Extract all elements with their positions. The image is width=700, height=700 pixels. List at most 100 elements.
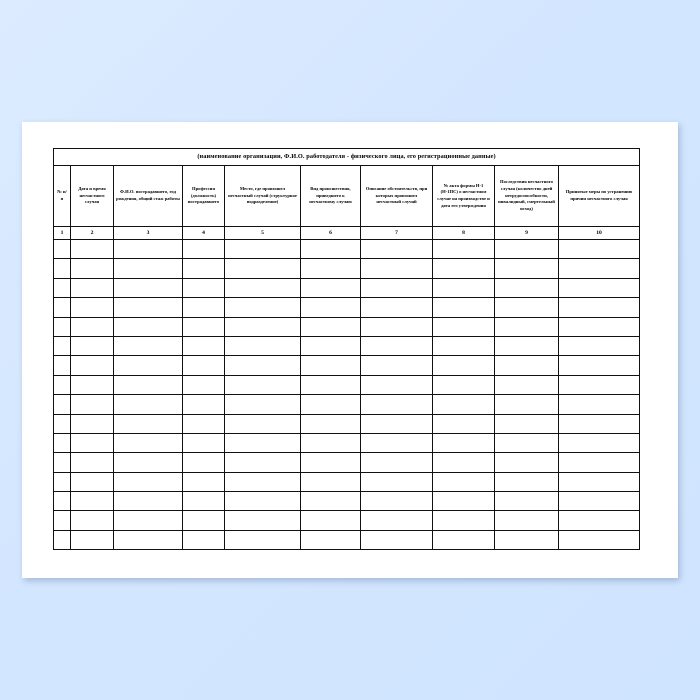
table-row[interactable] bbox=[53, 355, 641, 376]
table-cell[interactable] bbox=[182, 355, 225, 376]
table-cell[interactable] bbox=[224, 374, 301, 396]
table-cell[interactable] bbox=[494, 491, 559, 512]
table-cell[interactable] bbox=[182, 413, 225, 434]
table-cell[interactable] bbox=[182, 432, 225, 454]
table-cell[interactable] bbox=[113, 258, 183, 279]
table-cell[interactable] bbox=[53, 297, 71, 318]
table-cell[interactable] bbox=[360, 510, 433, 531]
table-cell[interactable] bbox=[432, 297, 495, 318]
table-row[interactable] bbox=[53, 413, 641, 434]
table-cell[interactable] bbox=[182, 491, 225, 512]
table-cell[interactable] bbox=[70, 355, 114, 376]
table-cell[interactable] bbox=[432, 238, 495, 260]
table-cell[interactable] bbox=[300, 277, 361, 299]
table-cell[interactable] bbox=[53, 510, 71, 531]
table-row[interactable] bbox=[53, 510, 641, 531]
table-cell[interactable] bbox=[70, 316, 114, 337]
table-cell[interactable] bbox=[360, 491, 433, 512]
table-cell[interactable] bbox=[113, 471, 183, 493]
table-cell[interactable] bbox=[224, 277, 301, 299]
table-cell[interactable] bbox=[113, 355, 183, 376]
table-cell[interactable] bbox=[494, 394, 559, 415]
table-cell[interactable] bbox=[494, 510, 559, 531]
table-cell[interactable] bbox=[300, 471, 361, 493]
table-cell[interactable] bbox=[432, 452, 495, 473]
table-cell[interactable] bbox=[70, 432, 114, 454]
table-cell[interactable] bbox=[300, 432, 361, 454]
table-cell[interactable] bbox=[70, 510, 114, 531]
table-cell[interactable] bbox=[224, 452, 301, 473]
table-cell[interactable] bbox=[300, 529, 361, 551]
table-cell[interactable] bbox=[53, 432, 71, 454]
table-cell[interactable] bbox=[182, 297, 225, 318]
table-row[interactable] bbox=[53, 394, 641, 415]
table-cell[interactable] bbox=[113, 452, 183, 473]
table-cell[interactable] bbox=[113, 297, 183, 318]
table-cell[interactable] bbox=[494, 335, 559, 357]
table-cell[interactable] bbox=[224, 471, 301, 493]
table-cell[interactable] bbox=[557, 297, 641, 318]
table-cell[interactable] bbox=[113, 277, 183, 299]
table-cell[interactable] bbox=[360, 374, 433, 396]
table-row[interactable] bbox=[53, 258, 641, 279]
table-cell[interactable] bbox=[300, 452, 361, 473]
table-cell[interactable] bbox=[557, 394, 641, 415]
table-cell[interactable] bbox=[557, 374, 641, 396]
table-cell[interactable] bbox=[360, 335, 433, 357]
table-cell[interactable] bbox=[360, 297, 433, 318]
table-cell[interactable] bbox=[224, 413, 301, 434]
table-cell[interactable] bbox=[113, 510, 183, 531]
table-cell[interactable] bbox=[432, 394, 495, 415]
table-cell[interactable] bbox=[113, 316, 183, 337]
table-cell[interactable] bbox=[70, 413, 114, 434]
table-cell[interactable] bbox=[182, 452, 225, 473]
table-cell[interactable] bbox=[53, 491, 71, 512]
table-cell[interactable] bbox=[53, 335, 71, 357]
table-cell[interactable] bbox=[300, 374, 361, 396]
table-cell[interactable] bbox=[360, 471, 433, 493]
table-cell[interactable] bbox=[360, 432, 433, 454]
table-row[interactable] bbox=[53, 335, 641, 357]
table-cell[interactable] bbox=[53, 316, 71, 337]
table-cell[interactable] bbox=[432, 491, 495, 512]
table-cell[interactable] bbox=[113, 491, 183, 512]
table-cell[interactable] bbox=[494, 413, 559, 434]
table-row[interactable] bbox=[53, 432, 641, 454]
table-cell[interactable] bbox=[224, 316, 301, 337]
table-row[interactable] bbox=[53, 529, 641, 551]
table-cell[interactable] bbox=[182, 335, 225, 357]
table-cell[interactable] bbox=[300, 335, 361, 357]
table-cell[interactable] bbox=[432, 316, 495, 337]
table-cell[interactable] bbox=[224, 258, 301, 279]
table-cell[interactable] bbox=[432, 432, 495, 454]
table-cell[interactable] bbox=[53, 238, 71, 260]
table-cell[interactable] bbox=[53, 258, 71, 279]
table-cell[interactable] bbox=[494, 355, 559, 376]
table-cell[interactable] bbox=[182, 316, 225, 337]
table-cell[interactable] bbox=[224, 529, 301, 551]
table-cell[interactable] bbox=[432, 277, 495, 299]
table-cell[interactable] bbox=[113, 432, 183, 454]
table-cell[interactable] bbox=[70, 452, 114, 473]
table-cell[interactable] bbox=[300, 491, 361, 512]
table-cell[interactable] bbox=[224, 335, 301, 357]
table-cell[interactable] bbox=[557, 238, 641, 260]
table-cell[interactable] bbox=[113, 413, 183, 434]
table-cell[interactable] bbox=[360, 529, 433, 551]
table-cell[interactable] bbox=[432, 471, 495, 493]
table-cell[interactable] bbox=[53, 277, 71, 299]
table-cell[interactable] bbox=[182, 394, 225, 415]
table-cell[interactable] bbox=[557, 510, 641, 531]
table-cell[interactable] bbox=[182, 238, 225, 260]
table-cell[interactable] bbox=[557, 491, 641, 512]
table-cell[interactable] bbox=[300, 355, 361, 376]
table-cell[interactable] bbox=[494, 297, 559, 318]
table-cell[interactable] bbox=[360, 413, 433, 434]
table-cell[interactable] bbox=[494, 374, 559, 396]
table-cell[interactable] bbox=[557, 432, 641, 454]
table-cell[interactable] bbox=[53, 471, 71, 493]
table-row[interactable] bbox=[53, 471, 641, 493]
table-cell[interactable] bbox=[432, 529, 495, 551]
table-cell[interactable] bbox=[557, 355, 641, 376]
table-cell[interactable] bbox=[224, 432, 301, 454]
